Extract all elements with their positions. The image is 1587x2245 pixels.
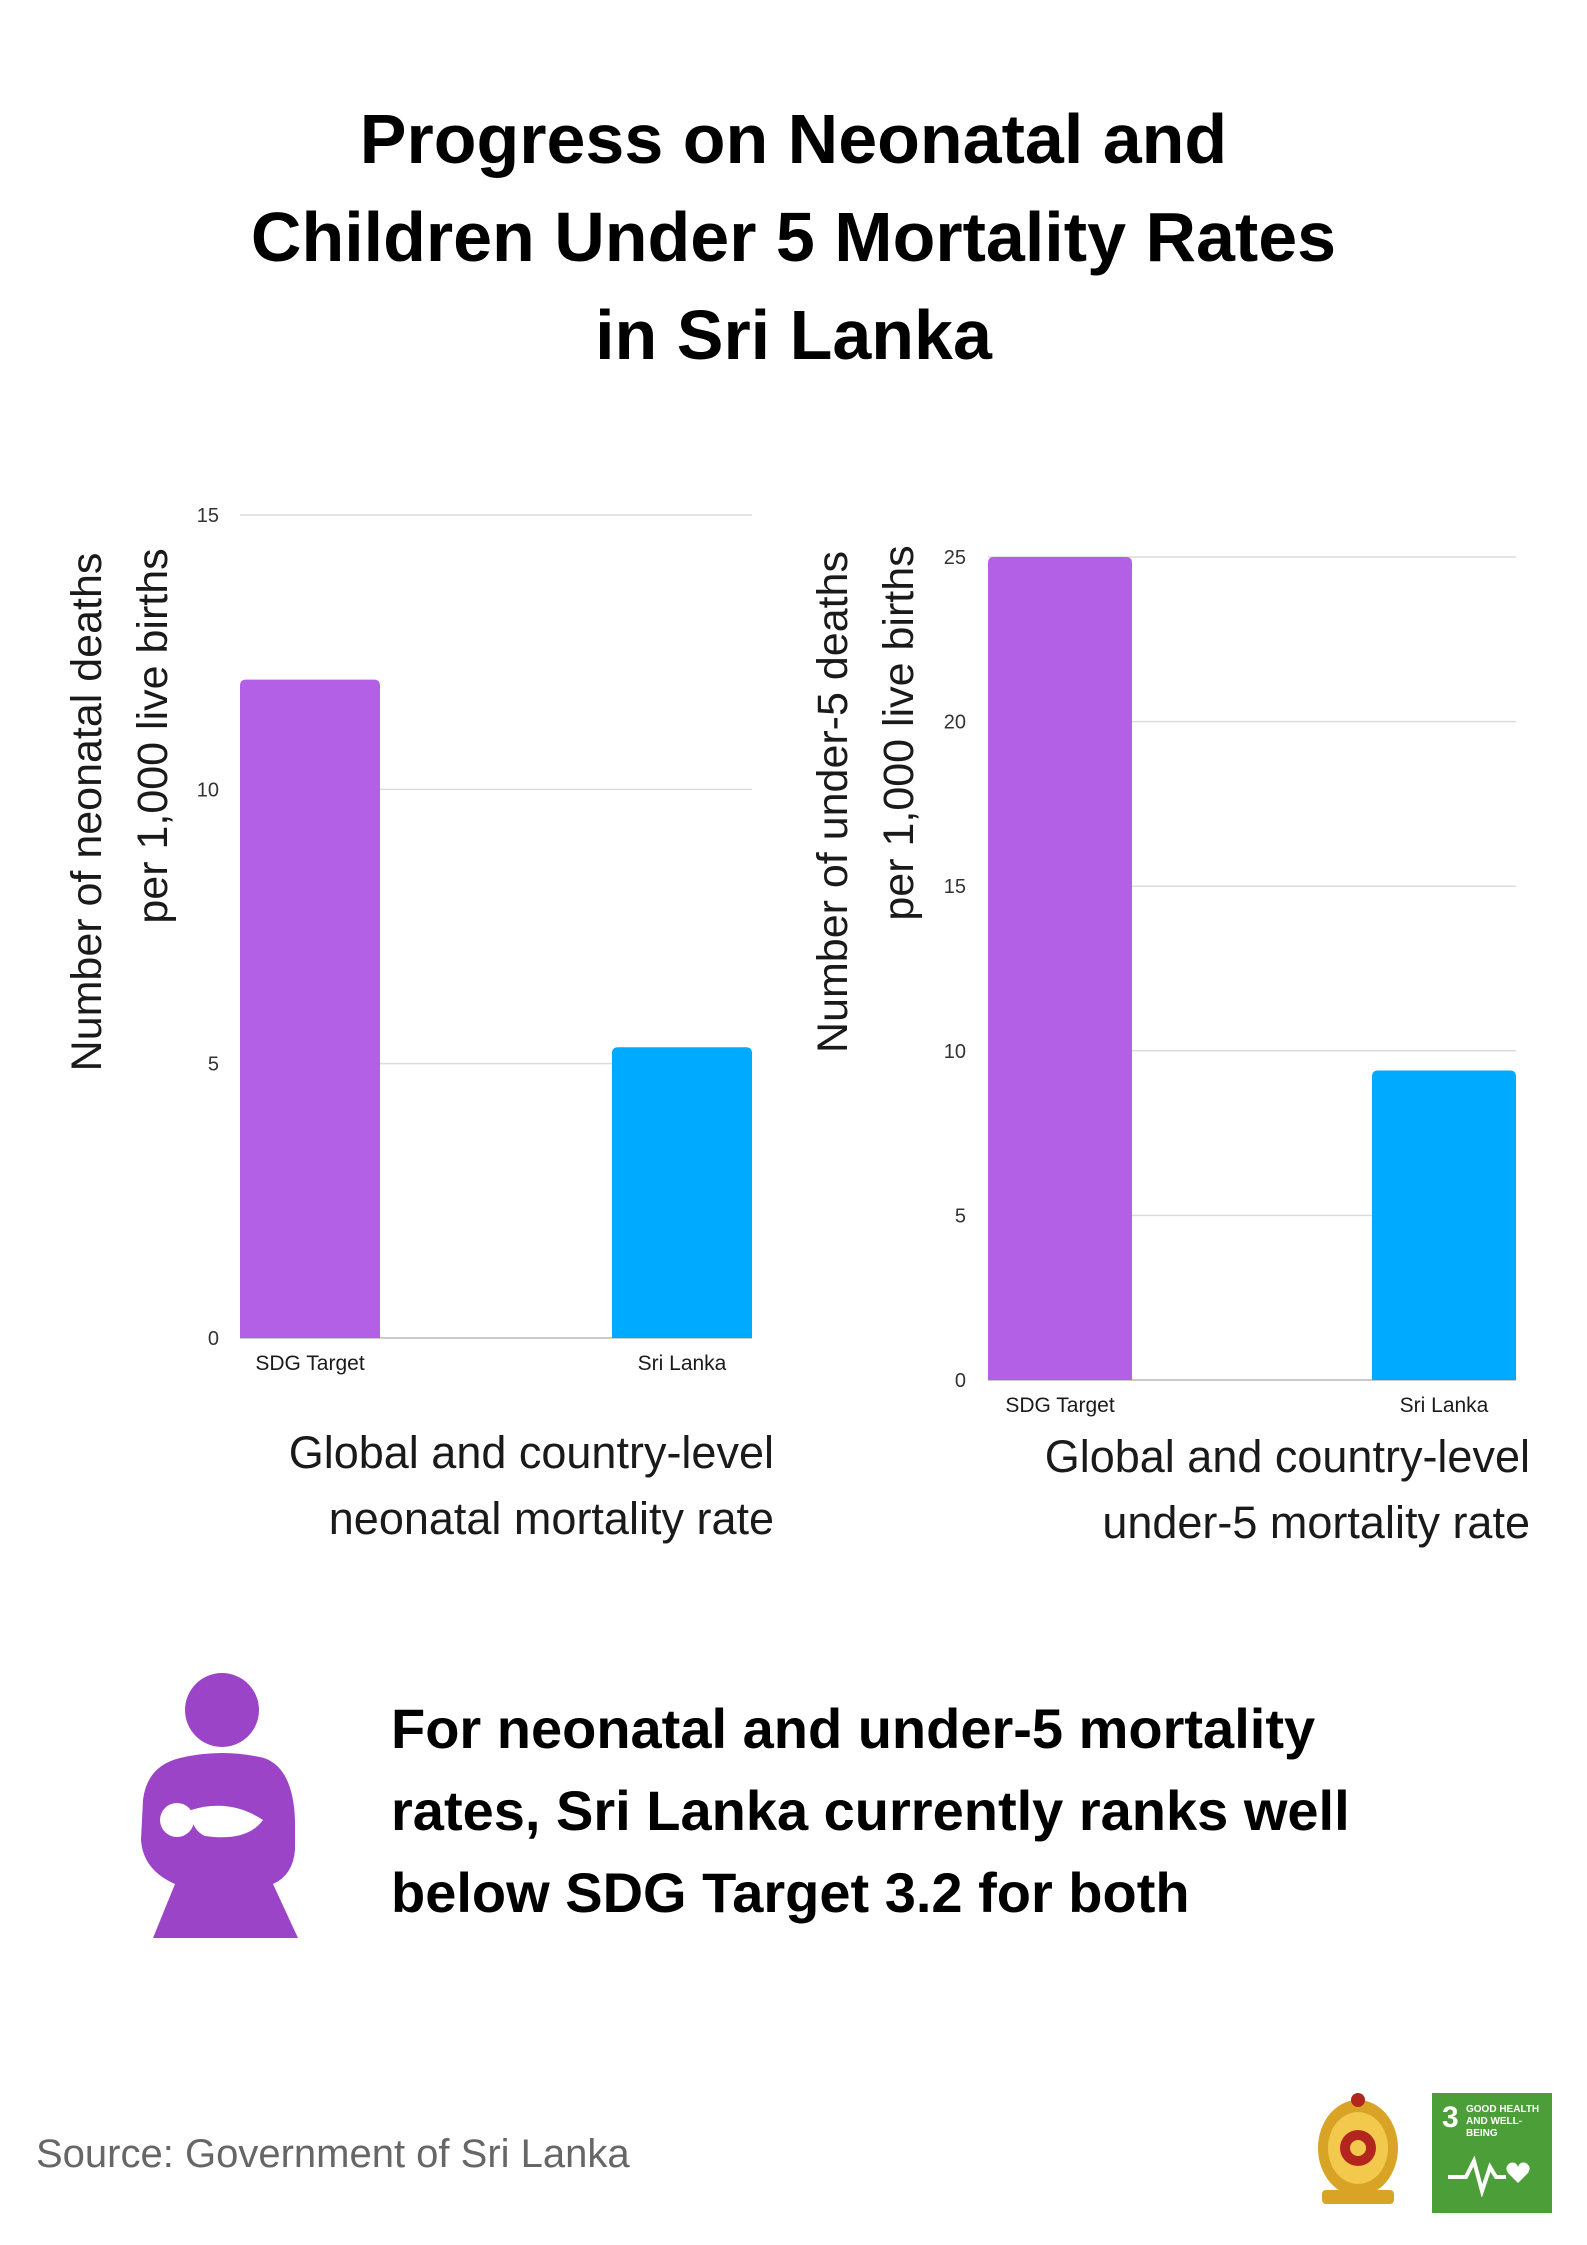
under5-x-tick-label: SDG Target [1005,1394,1114,1417]
neonatal-chart: Number of neonatal deaths per 1,000 live… [63,505,752,1375]
under5-y-tick-label: 25 [944,547,966,569]
neonatal-bar-sdg-target [240,679,380,1338]
sdg-number: 3 [1442,2101,1459,2134]
mortality-charts: Number of neonatal deaths per 1,000 live… [63,505,1516,1417]
neonatal-caption-line-2: neonatal mortality rate [328,1493,774,1544]
under5-bar-sri-lanka [1372,1070,1516,1380]
sdg-goal-line-1: GOOD HEALTH [1466,2104,1540,2115]
neonatal-y-tick-label: 0 [208,1328,219,1350]
under5-y-tick-label: 5 [955,1205,966,1227]
neonatal-bars: SDG Target Sri Lanka [240,679,752,1375]
neonatal-x-tick-label: SDG Target [255,1352,364,1375]
neonatal-y-tick-label: 5 [208,1054,219,1076]
under5-x-tick-label: Sri Lanka [1400,1394,1489,1417]
under5-gridlines: 0 5 10 15 20 25 [944,547,1516,1392]
mother-holding-baby-icon [141,1673,298,1938]
page-title: Progress on Neonatal and Children Under … [0,90,1587,384]
neonatal-y-label-line-1: Number of neonatal deaths [63,553,111,1072]
callout-text: For neonatal and under-5 mortality rates… [391,1688,1511,1934]
callout-line-1: For neonatal and under-5 mortality [391,1697,1316,1760]
under5-y-tick-label: 0 [955,1370,966,1392]
under5-chart: Number of under-5 deaths per 1,000 live … [809,545,1516,1417]
sdg-3-badge: 3 GOOD HEALTH AND WELL-BEING [1432,2093,1552,2213]
sdg-goal-line-2: AND WELL-BEING [1466,2116,1523,2139]
neonatal-y-tick-label: 15 [197,505,219,527]
under5-caption: Global and country-level under-5 mortali… [960,1424,1530,1556]
under5-caption-line-2: under-5 mortality rate [1102,1497,1530,1548]
title-line-3: in Sri Lanka [595,296,992,374]
neonatal-caption: Global and country-level neonatal mortal… [200,1420,774,1552]
neonatal-y-label-line-2: per 1,000 live births [129,548,177,923]
title-line-1: Progress on Neonatal and [359,100,1228,178]
under5-bar-sdg-target [988,557,1132,1380]
under5-bars: SDG Target Sri Lanka [988,557,1516,1417]
callout-line-2: rates, Sri Lanka currently ranks well [391,1779,1350,1842]
neonatal-caption-line-1: Global and country-level [288,1427,774,1478]
under5-y-tick-label: 15 [944,876,966,898]
sdg-goal-text: GOOD HEALTH AND WELL-BEING [1466,2104,1552,2140]
neonatal-y-tick-label: 10 [197,779,219,801]
under5-y-tick-label: 20 [944,712,966,734]
callout-line-3: below SDG Target 3.2 for both [391,1861,1190,1924]
under5-y-label-line-1: Number of under-5 deaths [809,551,857,1053]
heart-pulse-icon [1448,2155,1530,2197]
under5-caption-line-1: Global and country-level [1044,1431,1530,1482]
under5-y-tick-label: 10 [944,1041,966,1063]
neonatal-bar-sri-lanka [612,1047,752,1338]
title-line-2: Children Under 5 Mortality Rates [250,198,1337,276]
source-note: Source: Government of Sri Lanka [36,2132,630,2176]
under5-y-label-line-2: per 1,000 live births [875,545,923,920]
sri-lanka-emblem-icon [1318,2093,1398,2204]
neonatal-x-tick-label: Sri Lanka [638,1352,727,1375]
